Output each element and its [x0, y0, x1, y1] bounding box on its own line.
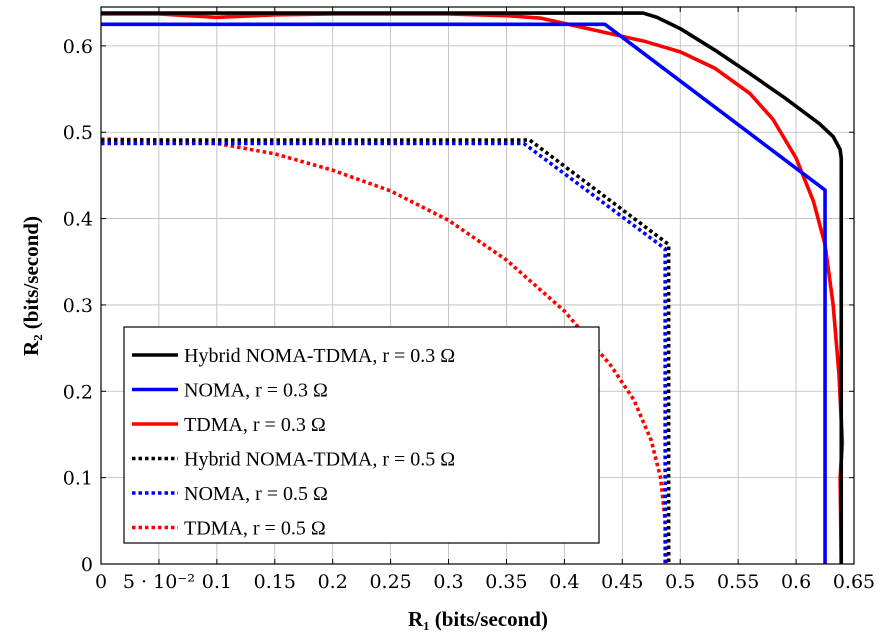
x-tick-label: 0.6 [781, 571, 811, 593]
y-tick-label: 0.3 [63, 295, 93, 317]
x-tick-label: 0.65 [833, 571, 875, 593]
y-axis-label: R₂ (bits/second) [19, 216, 43, 356]
x-tick-label: 0 [95, 571, 107, 593]
series-line-1 [101, 11, 844, 564]
x-tick-label: 0.35 [485, 571, 527, 593]
x-tick-label: 0.1 [202, 571, 232, 593]
legend-label: NOMA, r = 0.3 Ω [184, 380, 328, 402]
x-tick-label: 0.3 [433, 571, 463, 593]
legend-label: TDMA, r = 0.3 Ω [184, 414, 326, 436]
legend-label: TDMA, r = 0.5 Ω [184, 518, 326, 540]
y-tick-label: 0.5 [63, 122, 93, 144]
y-tick-label: 0.6 [63, 36, 93, 58]
series-line-2 [101, 22, 827, 564]
x-tick-label: 0.5 [665, 571, 695, 593]
series-layer [100, 11, 845, 565]
tick-marks [100, 7, 855, 565]
x-tick-labels: 0 5 · 10⁻² 0.1 0.15 0.2 0.25 0.3 0.35 0.4 0.45 0.5… [95, 571, 875, 593]
plot-frame [100, 6, 855, 565]
y-tick-label: 0 [81, 554, 93, 576]
legend-label: Hybrid NOMA-TDMA, r = 0.3 Ω [184, 345, 455, 367]
x-tick-label: 0.25 [369, 571, 411, 593]
x-tick-label: 0.45 [601, 571, 643, 593]
y-tick-labels: 0 0.1 0.2 0.3 0.4 0.5 0.6 [63, 36, 93, 576]
x-tick-label: 0.4 [549, 571, 579, 593]
legend-label: Hybrid NOMA-TDMA, r = 0.5 Ω [184, 449, 455, 471]
series-line-6 [100, 137, 669, 565]
series-line-4 [101, 138, 671, 564]
y-tick-label: 0.4 [63, 209, 93, 231]
x-tick-label: 5 · 10⁻² [123, 571, 195, 593]
series-line-5 [101, 141, 667, 564]
legend-box [123, 326, 600, 544]
legend-label: NOMA, r = 0.5 Ω [184, 483, 328, 505]
x-tick-label: 0.2 [318, 571, 348, 593]
x-tick-label: 0.15 [254, 571, 296, 593]
y-tick-label: 0.1 [63, 468, 93, 490]
y-tick-label: 0.2 [63, 381, 93, 403]
legend: Hybrid NOMA-TDMA, r = 0.3 Ω NOMA, r = 0.3… [123, 326, 600, 544]
x-axis-label: R₁ (bits/second) [408, 607, 548, 631]
x-tick-label: 0.55 [717, 571, 759, 593]
